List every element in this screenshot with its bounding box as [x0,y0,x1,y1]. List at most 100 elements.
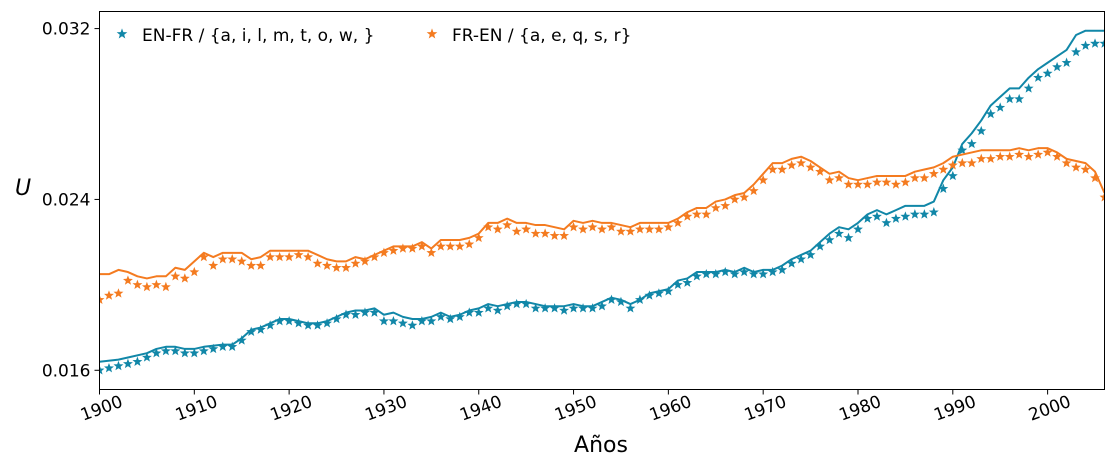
series-1-marker [682,277,693,287]
series-1-marker [729,268,740,279]
series-2-marker [284,251,295,262]
x-tick-label: 1910 [173,392,220,426]
series-1-marker [758,268,769,279]
series-1-marker [900,211,911,221]
series-2-marker [587,221,598,232]
series-2-marker [597,224,607,234]
legend-item-1: EN-FR / {a, i, l, m, t, o, w, } [116,26,374,46]
series-1-marker [919,209,930,219]
series-2-marker [843,179,854,189]
series-1-marker [227,341,238,351]
series-1-marker [274,315,285,326]
series-1-marker [132,356,143,366]
series-2-marker [435,241,446,251]
series-1-marker [511,298,522,309]
x-tick-label: 1980 [837,392,884,426]
series-1-marker [701,268,712,279]
x-axis-label: Años [574,433,628,458]
series-1-marker [853,224,863,234]
series-1-marker [881,217,892,228]
series-1-marker [189,347,200,358]
series-2-marker [1033,149,1044,159]
series-1-marker [625,303,636,313]
series-2-marker [502,219,513,230]
series-2-marker [198,251,209,262]
x-tick-label: 2000 [1026,392,1073,426]
series-1-marker [824,234,835,245]
series-1-marker [805,249,816,260]
series-1-marker [151,347,162,358]
series-1-marker [1014,93,1025,104]
series-2-marker [691,209,702,219]
series-2-marker [540,228,551,238]
series-1-marker [1033,72,1044,82]
series-1-marker [995,102,1006,112]
series-2-marker [227,254,238,264]
series-2-marker [322,260,332,270]
series-1-marker [540,303,551,313]
series-1-marker [862,213,873,223]
series-1-marker [616,296,626,307]
series-1-marker [483,303,494,313]
series-2-marker [265,251,276,262]
series-1-marker [976,125,987,136]
series-1-marker [293,318,304,328]
series-1-marker [141,352,152,362]
series-1-marker [284,315,295,326]
y-axis: 0.016 0.024 0.032 [42,20,100,381]
legend-marker [116,28,128,39]
series-1-marker [947,170,958,181]
series-1-marker [843,232,854,243]
series-1-marker [123,358,133,369]
series-2-marker [805,162,816,172]
series-2-marker [881,177,892,187]
series-2-marker [1042,147,1053,157]
series-1-marker [1052,61,1063,72]
series-layer [99,29,1105,375]
x-tick-label: 1920 [268,392,315,426]
series-2-line [99,147,1105,280]
series-1-marker [710,268,721,279]
series-2-marker [141,281,152,292]
series-1-marker [312,320,323,330]
series-1-marker [720,266,731,277]
series-2-marker [909,172,920,183]
series-2-marker [255,260,266,270]
series-2-marker [653,224,664,234]
series-2-marker [274,251,285,262]
series-1-marker [890,213,901,223]
series-2-marker [170,271,181,281]
legend-marker [426,28,438,39]
series-2-marker [360,256,370,266]
series-2-marker [578,224,588,234]
series-2-marker [217,254,228,264]
series-2-marker [303,251,314,262]
series-1-marker [236,335,247,345]
series-1-marker [597,301,607,311]
series-2-marker [966,157,977,168]
series-1-marker [322,318,332,328]
series-1-marker [530,303,541,313]
series-1-marker [559,305,570,315]
series-1-marker [549,303,560,313]
y-axis-label: U [15,176,31,201]
series-2-marker [331,262,342,272]
series-2-marker [739,192,750,202]
series-2-marker [1061,157,1072,168]
series-2-marker [957,157,968,168]
series-1-marker [767,266,778,277]
series-2-marker [132,279,143,290]
series-2-marker [99,294,105,305]
series-1-marker [104,362,114,373]
series-2-marker [492,224,503,234]
series-1-marker [217,341,228,351]
series-2-marker [160,281,171,292]
x-tick-label: 1990 [931,392,978,426]
series-1-marker [454,311,465,322]
series-2-marker [634,224,645,234]
series-1-marker [653,288,664,298]
series-2-marker [1023,151,1034,161]
series-2 [99,147,1105,305]
series-1-marker [208,343,219,354]
series-1-marker [445,313,456,324]
